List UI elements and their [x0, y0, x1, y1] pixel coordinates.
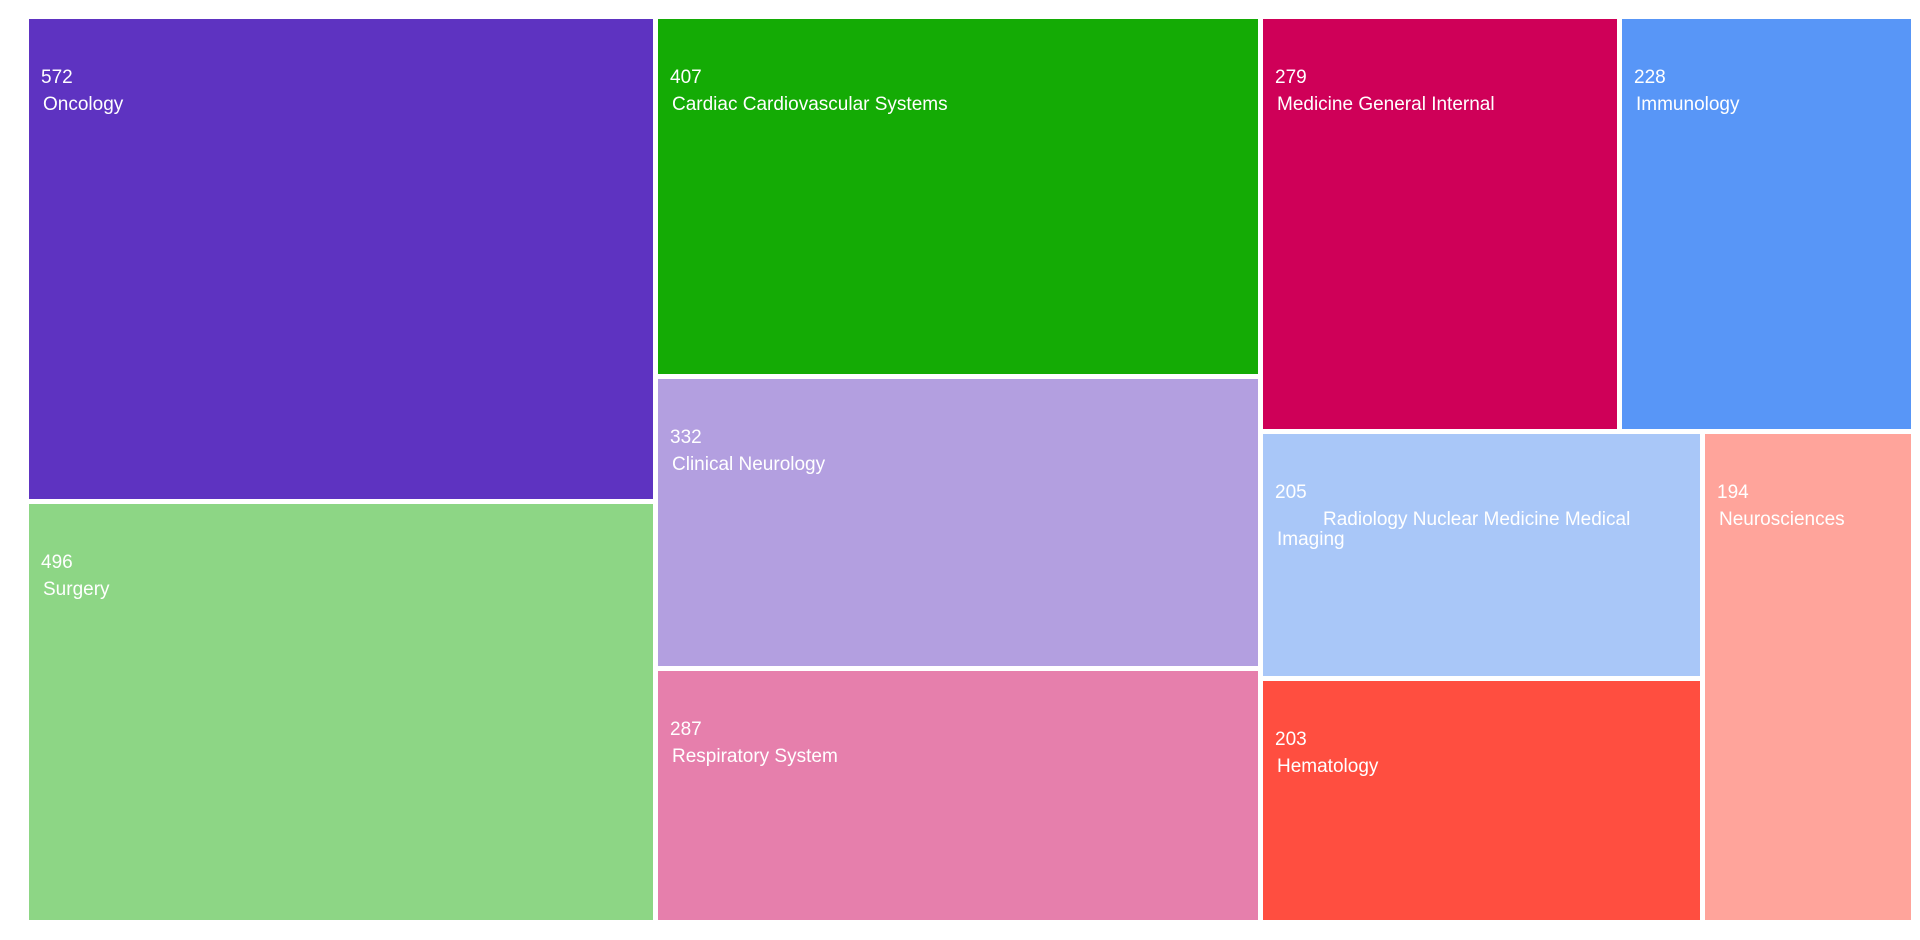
treemap-tile: 194 Neurosciences: [1705, 434, 1911, 920]
tile-category-label: Immunology: [1636, 94, 1740, 115]
treemap-tile: 287 Respiratory System: [658, 671, 1258, 920]
tile-value-label: 205: [1275, 482, 1307, 503]
treemap-tile: 228 Immunology: [1622, 19, 1911, 429]
tile-value-label: 287: [670, 719, 702, 740]
tile-category-label: Oncology: [43, 94, 124, 115]
treemap-tile: 279 Medicine General Internal: [1263, 19, 1617, 429]
tile-value-label: 228: [1634, 67, 1666, 88]
tile-value-label: 194: [1717, 482, 1749, 503]
tile-value-label: 572: [41, 67, 73, 88]
treemap-tile: 407 Cardiac Cardiovascular Systems: [658, 19, 1258, 374]
tile-value-label: 279: [1275, 67, 1307, 88]
treemap-tile: 332 Clinical Neurology: [658, 379, 1258, 666]
tile-category-label: Medicine General Internal: [1277, 94, 1495, 115]
tile-category-label: Surgery: [43, 579, 110, 600]
tile-category-label: Hematology: [1277, 756, 1379, 777]
treemap-tile: 572 Oncology: [29, 19, 653, 499]
tile-value-label: 407: [670, 67, 702, 88]
treemap-tile: 203 Hematology: [1263, 681, 1700, 920]
tile-value-label: 496: [41, 552, 73, 573]
tile-category-label: Respiratory System: [672, 746, 838, 767]
treemap-tile: 496 Surgery: [29, 504, 653, 920]
tile-value-label: 332: [670, 427, 702, 448]
tile-category-label: Radiology Nuclear Medicine Medical Imagi…: [1277, 509, 1631, 550]
tile-category-label: Cardiac Cardiovascular Systems: [672, 94, 948, 115]
tile-value-label: 203: [1275, 729, 1307, 750]
tile-category-label: Neurosciences: [1719, 509, 1845, 530]
treemap-tile: 205 Radiology Nuclear Medicine Medical Im…: [1263, 434, 1700, 676]
tile-category-label: Clinical Neurology: [672, 454, 826, 475]
